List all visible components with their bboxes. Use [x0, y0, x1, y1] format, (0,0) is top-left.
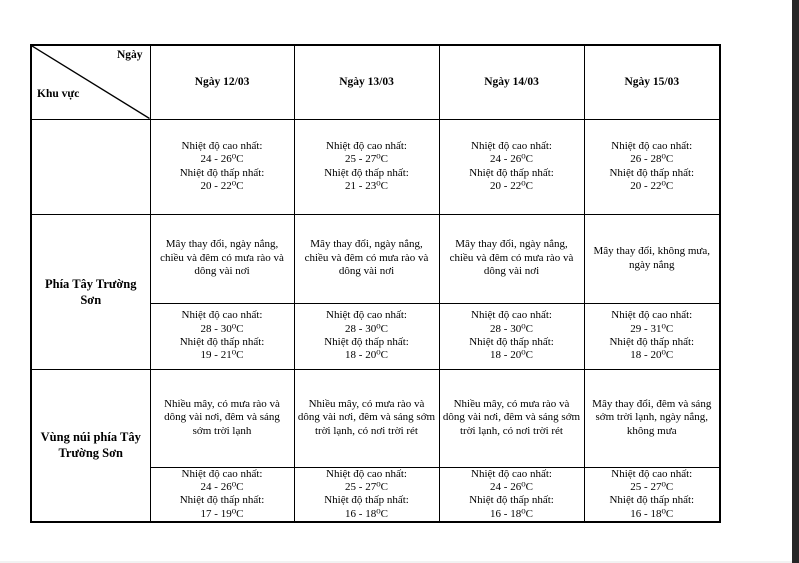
temp-cell: Nhiệt độ cao nhất: 24 - 26⁰C Nhiệt độ th…	[149, 118, 295, 215]
date-header-13-03: Ngày 13/03	[293, 44, 440, 120]
page-bottom-edge	[0, 561, 792, 563]
temp-cell: Nhiệt độ cao nhất: 25 - 27⁰C Nhiệt độ th…	[293, 118, 440, 215]
weather-cell: Mây thay đổi, không mưa, ngày nắng	[583, 213, 721, 304]
region-label-phia-tay-truong-son: Phía Tây Trường Sơn	[30, 213, 151, 370]
temp-cell: Nhiệt độ cao nhất: 29 - 31⁰C Nhiệt độ th…	[583, 302, 721, 370]
weather-cell: Nhiều mây, có mưa rào và dông vài nơi, đ…	[438, 368, 585, 468]
temp-cell: Nhiệt độ cao nhất: 24 - 26⁰C Nhiệt độ th…	[438, 466, 585, 523]
date-header-15-03: Ngày 15/03	[583, 44, 721, 120]
weather-cell: Mây thay đổi, đêm và sáng sớm trời lạnh,…	[583, 368, 721, 468]
weather-cell: Nhiều mây, có mưa rào và dông vài nơi, đ…	[293, 368, 440, 468]
temp-cell: Nhiệt độ cao nhất: 24 - 26⁰C Nhiệt độ th…	[438, 118, 585, 215]
right-edge-bar	[792, 0, 799, 563]
region-label-vung-nui-phia-tay: Vùng núi phía Tây Trường Sơn	[30, 368, 151, 523]
date-header-14-03: Ngày 14/03	[438, 44, 585, 120]
header-row: Ngày Khu vực Ngày 12/03 Ngày 13/03 Ngày …	[30, 44, 721, 120]
region-label-empty	[30, 118, 151, 215]
diagonal-divider-icon	[32, 46, 149, 118]
temp-cell: Nhiệt độ cao nhất: 24 - 26⁰C Nhiệt độ th…	[149, 466, 295, 523]
temp-cell: Nhiệt độ cao nhất: 25 - 27⁰C Nhiệt độ th…	[583, 466, 721, 523]
temps-row-general: Nhiệt độ cao nhất: 24 - 26⁰C Nhiệt độ th…	[30, 118, 721, 215]
corner-label-date: Ngày	[116, 49, 143, 61]
forecast-table: Ngày Khu vực Ngày 12/03 Ngày 13/03 Ngày …	[30, 44, 721, 524]
temp-cell: Nhiệt độ cao nhất: 28 - 30⁰C Nhiệt độ th…	[293, 302, 440, 370]
weather-cell: Mây thay đổi, ngày nắng, chiều và đêm có…	[293, 213, 440, 304]
temp-cell: Nhiệt độ cao nhất: 25 - 27⁰C Nhiệt độ th…	[293, 466, 440, 523]
weather-row-vung-nui: Vùng núi phía Tây Trường Sơn Nhiều mây, …	[30, 368, 721, 523]
date-header-12-03: Ngày 12/03	[149, 44, 295, 120]
weather-cell: Mây thay đổi, ngày nắng, chiều và đêm có…	[149, 213, 295, 304]
weather-cell: Nhiều mây, có mưa rào và dông vài nơi, đ…	[149, 368, 295, 468]
weather-row-phia-tay: Phía Tây Trường Sơn Mây thay đổi, ngày n…	[30, 213, 721, 370]
weather-cell: Mây thay đổi, ngày nắng, chiều và đêm có…	[438, 213, 585, 304]
corner-label-region: Khu vực	[37, 88, 80, 100]
corner-cell: Ngày Khu vực	[30, 44, 151, 120]
temp-cell: Nhiệt độ cao nhất: 26 - 28⁰C Nhiệt độ th…	[583, 118, 721, 215]
temp-cell: Nhiệt độ cao nhất: 28 - 30⁰C Nhiệt độ th…	[438, 302, 585, 370]
temps-row-vung-nui: Nhiệt độ cao nhất: 24 - 26⁰C Nhiệt độ th…	[31, 466, 721, 523]
temps-row-phia-tay: Nhiệt độ cao nhất: 28 - 30⁰C Nhiệt độ th…	[31, 302, 721, 370]
temp-cell: Nhiệt độ cao nhất: 28 - 30⁰C Nhiệt độ th…	[149, 302, 295, 370]
